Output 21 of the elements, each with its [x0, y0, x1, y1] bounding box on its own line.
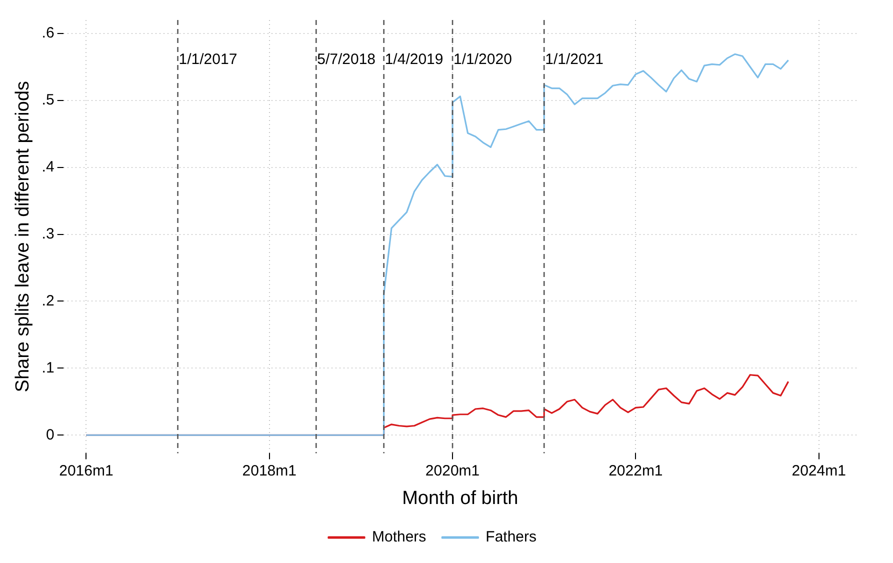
- ref-line-label: 5/7/2018: [317, 51, 376, 68]
- y-tick-label: .4: [42, 158, 54, 176]
- ref-line-label: 1/4/2019: [384, 51, 444, 68]
- y-tick-label: .6: [42, 24, 54, 42]
- ref-line-label: 1/1/2017: [178, 51, 238, 68]
- y-tick-label: .1: [42, 359, 54, 376]
- legend-label: Mothers: [372, 528, 426, 546]
- x-tick-label: 2020m1: [425, 462, 480, 480]
- x-tick-label: 2022m1: [608, 462, 663, 480]
- x-tick-label: 2016m1: [59, 462, 114, 480]
- x-tick-label: 2018m1: [242, 462, 296, 480]
- ref-line-label: 1/1/2021: [545, 51, 604, 68]
- y-axis-title: Share splits leave in different periods: [12, 80, 34, 392]
- y-tick-label: .2: [42, 292, 54, 310]
- x-axis-title: Month of birth: [402, 488, 518, 509]
- y-tick-label: .3: [42, 225, 54, 242]
- ref-line-label: 1/1/2020: [454, 51, 512, 68]
- y-tick-label: 0: [46, 426, 54, 444]
- legend-label: Fathers: [486, 528, 537, 546]
- x-tick-label: 2024m1: [792, 462, 846, 480]
- y-tick-label: .5: [42, 91, 54, 108]
